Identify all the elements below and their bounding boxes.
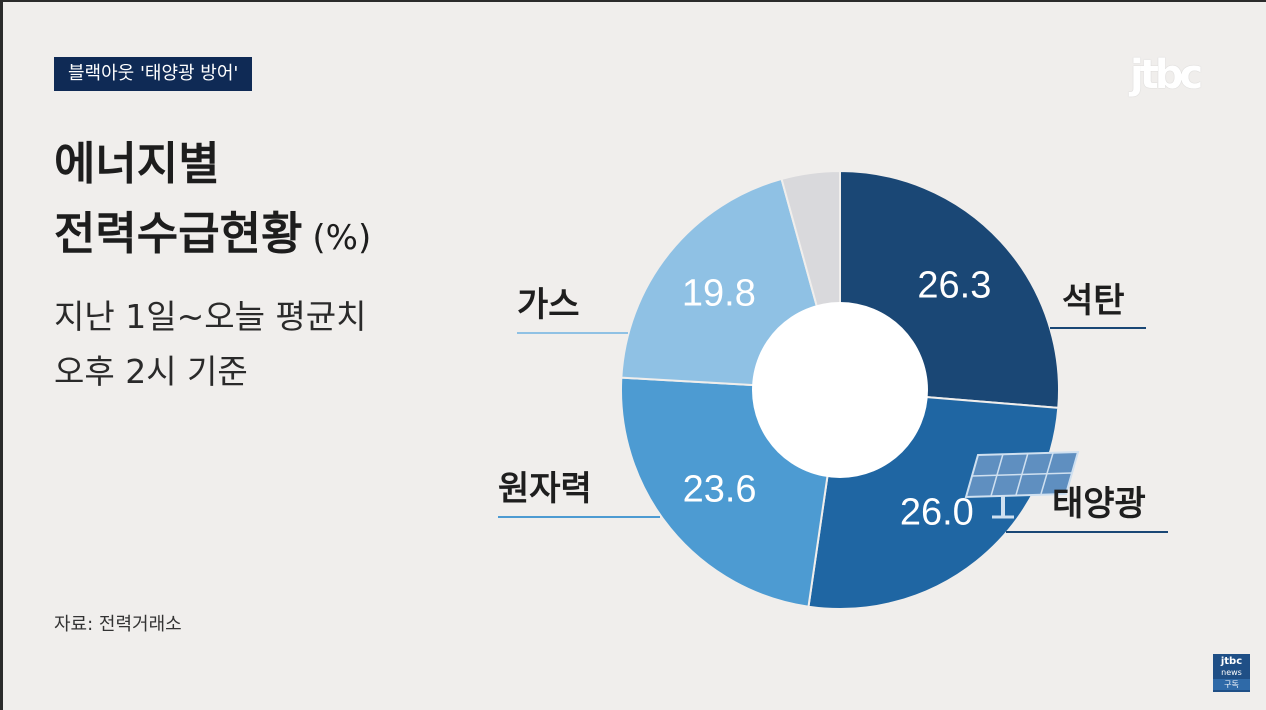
jtbc-logo: jtbc [1130,52,1203,98]
top-edge [0,0,1266,2]
chart-subtitle-line1: 지난 1일~오늘 평균치 [54,297,367,336]
chart-title-line2: 전력수급현황 (%) [54,197,371,262]
source-note: 자료: 전력거래소 [54,614,182,635]
chart-title-line1: 에너지별 [54,137,220,190]
label-solar: 태양광 [1052,484,1146,524]
label-gas: 가스 [517,285,580,325]
chart-unit: (%) [312,218,372,258]
subscribe-badge[interactable]: jtbc news 구독 [1213,654,1250,692]
category-labels: 석탄 태양광 원자력 가스 [498,281,1146,524]
value-label-coal: 26.3 [917,265,991,307]
chart-subtitle-line2: 오후 2시 기준 [54,352,248,391]
badge-subscribe: 구독 [1213,679,1250,690]
value-label-gas: 19.8 [682,272,756,314]
leader-lines [498,327,1168,533]
badge-brand: jtbc [1220,656,1243,667]
value-label-solar: 26.0 [900,492,974,534]
value-label-nuclear: 23.6 [683,468,757,510]
badge-news: news [1221,668,1242,677]
left-edge [0,0,3,710]
chart-title-text: 전력수급현황 [54,207,303,260]
label-coal: 석탄 [1062,281,1125,321]
solar-panel-icon [964,450,1080,519]
value-labels: 26.3 26.0 23.6 19.8 [682,265,991,534]
donut-hole [752,302,928,478]
topic-tag: 블랙아웃 '태양광 방어' [54,57,253,91]
label-nuclear: 원자력 [498,469,592,509]
